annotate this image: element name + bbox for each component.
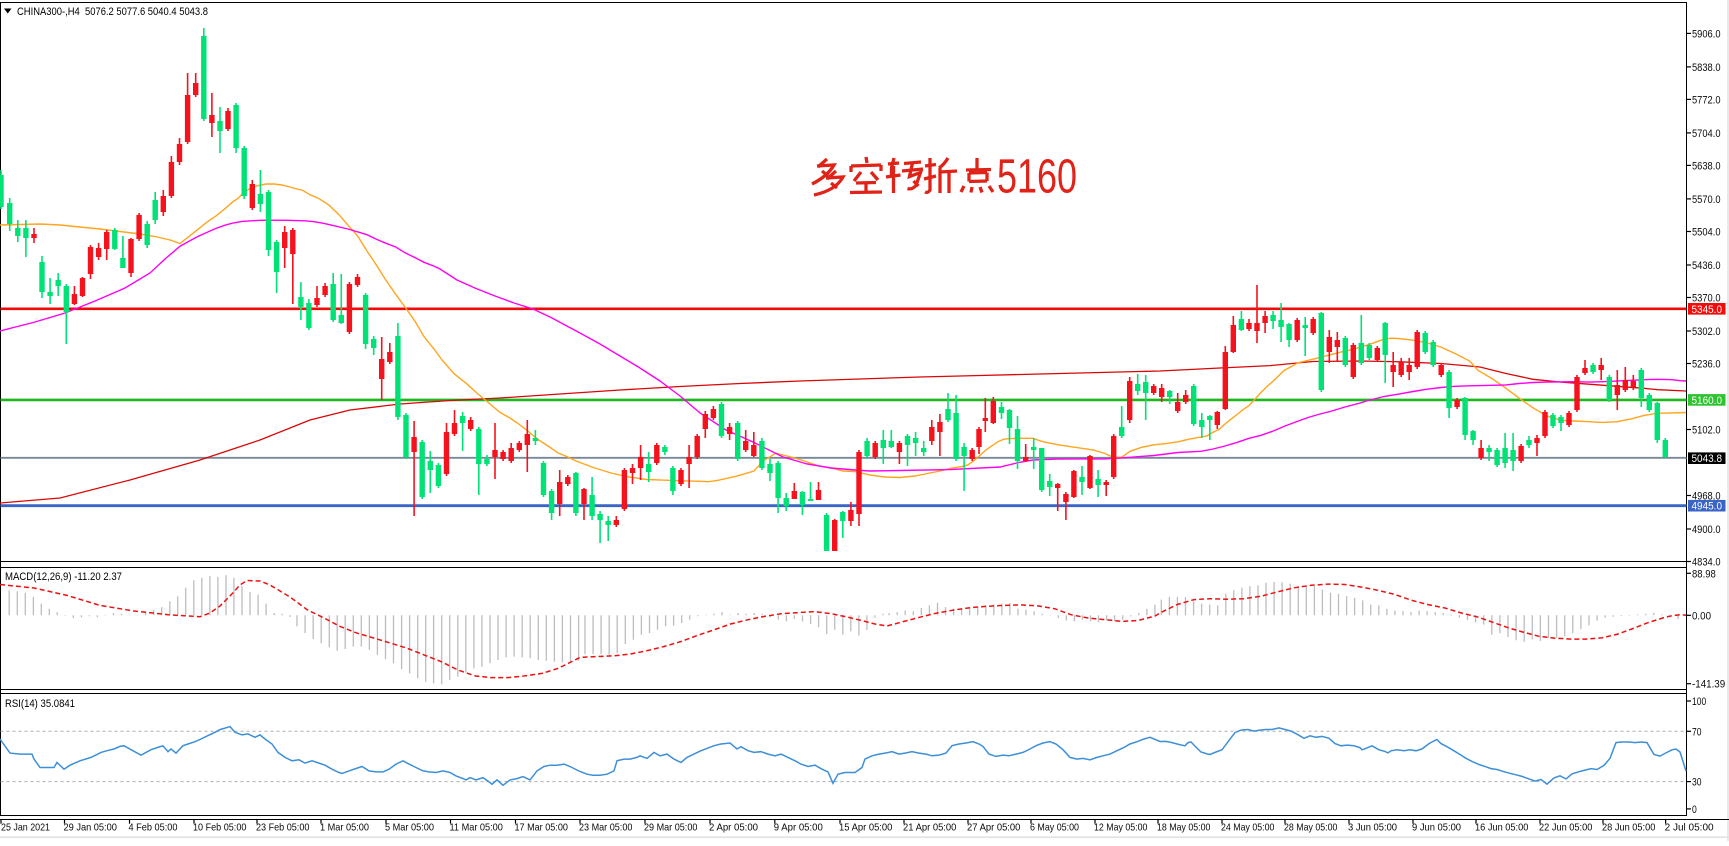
svg-text:4834.0: 4834.0 bbox=[1692, 557, 1721, 569]
svg-text:28 Jun 05:00: 28 Jun 05:00 bbox=[1602, 823, 1656, 834]
svg-text:6 May 05:00: 6 May 05:00 bbox=[1030, 823, 1079, 834]
svg-text:88.98: 88.98 bbox=[1692, 568, 1716, 580]
svg-text:5370.0: 5370.0 bbox=[1692, 293, 1721, 305]
svg-text:4945.0: 4945.0 bbox=[1692, 501, 1723, 513]
svg-text:23 Mar 05:00: 23 Mar 05:00 bbox=[579, 823, 633, 834]
svg-text:5102.0: 5102.0 bbox=[1692, 425, 1721, 437]
svg-text:5504.0: 5504.0 bbox=[1692, 227, 1721, 239]
svg-text:22 Jun 05:00: 22 Jun 05:00 bbox=[1539, 823, 1593, 834]
svg-text:5302.0: 5302.0 bbox=[1692, 326, 1721, 338]
svg-text:2 Apr 05:00: 2 Apr 05:00 bbox=[709, 823, 758, 834]
svg-text:2 Jul 05:00: 2 Jul 05:00 bbox=[1665, 823, 1714, 834]
svg-text:24 May 05:00: 24 May 05:00 bbox=[1221, 823, 1275, 834]
svg-text:29 Jan 05:00: 29 Jan 05:00 bbox=[64, 823, 118, 834]
svg-text:12 May 05:00: 12 May 05:00 bbox=[1094, 823, 1148, 834]
svg-text:25 Jan 2021: 25 Jan 2021 bbox=[1, 823, 50, 834]
svg-text:3 Jun 05:00: 3 Jun 05:00 bbox=[1348, 823, 1397, 834]
svg-text:21 Apr 05:00: 21 Apr 05:00 bbox=[903, 823, 957, 834]
svg-text:5436.0: 5436.0 bbox=[1692, 260, 1721, 272]
svg-text:5160: 5160 bbox=[997, 151, 1077, 204]
svg-text:11 Mar 05:00: 11 Mar 05:00 bbox=[450, 823, 504, 834]
svg-text:0.00: 0.00 bbox=[1692, 610, 1711, 622]
svg-text:4968.0: 4968.0 bbox=[1692, 491, 1721, 503]
svg-text:5838.0: 5838.0 bbox=[1692, 62, 1721, 74]
svg-text:30: 30 bbox=[1692, 777, 1702, 789]
svg-text:5 Mar 05:00: 5 Mar 05:00 bbox=[385, 823, 434, 834]
svg-text:9 Apr 05:00: 9 Apr 05:00 bbox=[774, 823, 823, 834]
svg-text:RSI(14) 35.0841: RSI(14) 35.0841 bbox=[5, 698, 75, 710]
svg-text:5906.0: 5906.0 bbox=[1692, 28, 1721, 40]
svg-text:5638.0: 5638.0 bbox=[1692, 160, 1721, 172]
svg-text:100: 100 bbox=[1692, 696, 1706, 708]
svg-text:5345.0: 5345.0 bbox=[1692, 304, 1723, 316]
svg-text:27 Apr 05:00: 27 Apr 05:00 bbox=[967, 823, 1021, 834]
svg-text:5704.0: 5704.0 bbox=[1692, 128, 1721, 140]
svg-text:9 Jun 05:00: 9 Jun 05:00 bbox=[1412, 823, 1461, 834]
svg-text:0: 0 bbox=[1692, 804, 1697, 816]
svg-text:1 Mar 05:00: 1 Mar 05:00 bbox=[320, 823, 369, 834]
svg-text:10 Feb 05:00: 10 Feb 05:00 bbox=[193, 823, 247, 834]
svg-text:17 Mar 05:00: 17 Mar 05:00 bbox=[515, 823, 569, 834]
svg-text:5160.0: 5160.0 bbox=[1692, 395, 1723, 407]
svg-text:70: 70 bbox=[1692, 726, 1702, 738]
svg-text:5236.0: 5236.0 bbox=[1692, 359, 1721, 371]
svg-text:18 May 05:00: 18 May 05:00 bbox=[1157, 823, 1211, 834]
svg-text:4 Feb 05:00: 4 Feb 05:00 bbox=[129, 823, 178, 834]
svg-text:29 Mar 05:00: 29 Mar 05:00 bbox=[644, 823, 698, 834]
svg-text:23 Feb 05:00: 23 Feb 05:00 bbox=[256, 823, 310, 834]
svg-text:28 May 05:00: 28 May 05:00 bbox=[1284, 823, 1338, 834]
svg-text:15 Apr 05:00: 15 Apr 05:00 bbox=[839, 823, 893, 834]
svg-text:-141.39: -141.39 bbox=[1692, 679, 1725, 691]
svg-text:5772.0: 5772.0 bbox=[1692, 94, 1721, 106]
svg-text:5043.8: 5043.8 bbox=[1692, 453, 1723, 465]
svg-text:16 Jun 05:00: 16 Jun 05:00 bbox=[1475, 823, 1529, 834]
svg-text:CHINA300-,H4 5076.2 5077.6 50: CHINA300-,H4 5076.2 5077.6 5040.4 5043.8 bbox=[17, 6, 208, 18]
svg-text:4900.0: 4900.0 bbox=[1692, 524, 1721, 536]
svg-text:MACD(12,26,9) -11.20 2.37: MACD(12,26,9) -11.20 2.37 bbox=[5, 571, 122, 583]
svg-text:5570.0: 5570.0 bbox=[1692, 194, 1721, 206]
